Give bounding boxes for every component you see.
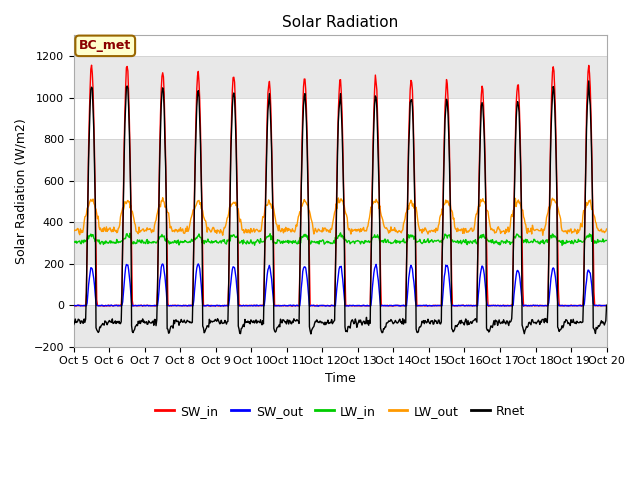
SW_in — [189, 282, 197, 288]
LW_out — [603, 226, 611, 232]
SW_in — [603, 303, 611, 309]
Rnet — [421, 318, 429, 324]
Line: Rnet: Rnet — [74, 81, 607, 334]
LW_in — [337, 230, 344, 236]
Rnet — [307, 331, 315, 337]
SW_in — [79, 303, 87, 309]
Y-axis label: Solar Radiation (W/m2): Solar Radiation (W/m2) — [15, 118, 28, 264]
Rnet — [70, 322, 77, 327]
Bar — [74, 222, 607, 264]
Legend: SW_in, SW_out, LW_in, LW_out, Rnet: SW_in, SW_out, LW_in, LW_out, Rnet — [150, 400, 530, 423]
SW_out — [314, 303, 322, 309]
SW_in — [135, 303, 143, 309]
LW_out — [159, 195, 166, 201]
LW_in — [603, 238, 611, 243]
Rnet — [217, 321, 225, 326]
Rnet — [134, 318, 142, 324]
LW_in — [558, 242, 566, 248]
Text: BC_met: BC_met — [79, 39, 131, 52]
Rnet — [603, 302, 611, 308]
LW_in — [406, 235, 413, 241]
SW_in — [218, 303, 225, 309]
Line: SW_out: SW_out — [74, 264, 607, 306]
SW_in — [421, 303, 429, 309]
LW_in — [134, 238, 142, 244]
Title: Solar Radiation: Solar Radiation — [282, 15, 398, 30]
LW_out — [218, 228, 225, 234]
SW_out — [406, 265, 414, 271]
SW_in — [485, 303, 493, 309]
SW_out — [134, 302, 142, 308]
SW_out — [189, 303, 196, 309]
SW_in — [70, 303, 77, 309]
Bar — [74, 56, 607, 97]
LW_out — [79, 226, 87, 231]
X-axis label: Time: Time — [324, 372, 356, 385]
Line: LW_out: LW_out — [74, 198, 607, 235]
Bar — [74, 305, 607, 347]
LW_in — [70, 239, 77, 245]
LW_in — [217, 238, 225, 244]
Line: LW_in: LW_in — [74, 233, 607, 245]
Rnet — [79, 320, 87, 326]
SW_out — [79, 303, 87, 309]
SW_in — [88, 62, 95, 68]
LW_in — [189, 238, 196, 244]
LW_in — [79, 240, 87, 246]
Rnet — [189, 319, 196, 325]
LW_out — [189, 207, 197, 213]
SW_in — [406, 108, 413, 113]
Bar — [74, 139, 607, 180]
SW_out — [422, 302, 429, 308]
SW_out — [603, 303, 611, 309]
SW_out — [70, 302, 77, 308]
Line: SW_in: SW_in — [74, 65, 607, 306]
SW_out — [218, 303, 225, 309]
LW_out — [134, 231, 142, 237]
LW_out — [406, 201, 413, 206]
LW_out — [421, 225, 429, 231]
LW_out — [539, 232, 547, 238]
Rnet — [406, 125, 413, 131]
LW_in — [421, 240, 429, 245]
Rnet — [585, 78, 593, 84]
LW_out — [70, 228, 77, 234]
SW_out — [195, 261, 202, 267]
